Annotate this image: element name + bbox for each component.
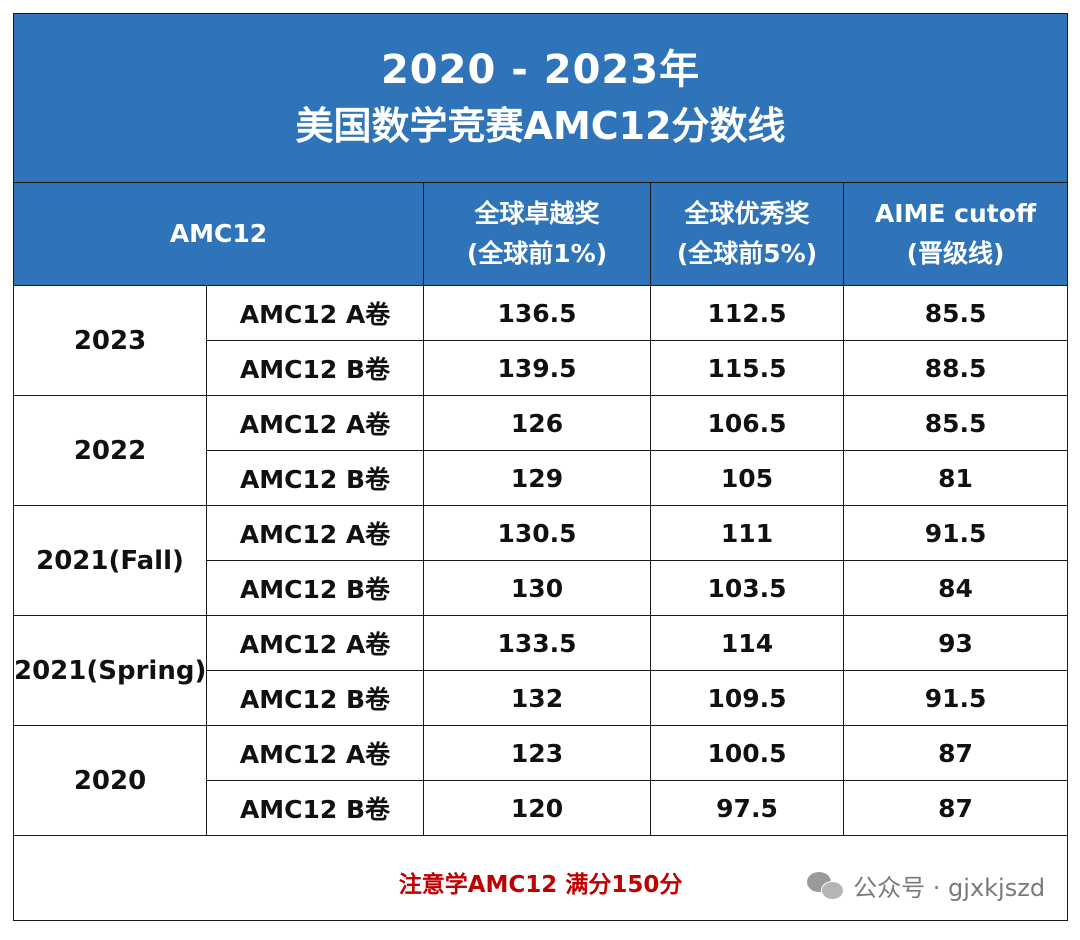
aime-cell: 88.5 [842,340,1069,396]
aime-cell: 93 [842,615,1069,671]
header-row: AMC12 全球卓越奖 (全球前1%) 全球优秀奖 (全球前5%) AIME c… [13,182,1069,286]
distinction-cell: 105 [650,450,844,506]
watermark-text: 公众号 · gjxkjszd [853,874,1046,902]
header-exam-label: AMC12 [169,219,268,248]
distinction-cell: 115.5 [650,340,844,396]
aime-cell: 91.5 [842,505,1069,561]
paper-cell: AMC12 A卷 [206,505,424,561]
table-title: 2020 - 2023年 美国数学竞赛AMC12分数线 [12,13,1069,183]
paper-cell: AMC12 B卷 [206,780,424,836]
distinction-cell: 100.5 [650,725,844,781]
table-row: 2021(Fall) AMC12 A卷 130.5 111 91.5 [13,505,1069,616]
excellence-cell: 139.5 [423,340,651,396]
distinction-cell: 114 [650,615,844,671]
paper-cell: AMC12 B卷 [206,450,424,506]
excellence-cell: 120 [423,780,651,836]
table-row: AMC12 B卷 132 109.5 91.5 [14,670,1069,726]
aime-cell: 81 [842,450,1069,506]
distinction-cell: 97.5 [650,780,844,836]
distinction-cell: 109.5 [650,670,844,726]
excellence-cell: 130 [423,560,651,616]
header-aime: AIME cutoff (晋级线) [842,182,1069,286]
paper-cell: AMC12 B卷 [206,340,424,396]
aime-cell: 91.5 [842,670,1069,726]
amc12-cutoff-table: 2020 - 2023年 美国数学竞赛AMC12分数线 AMC12 全球卓越奖 … [12,13,1069,921]
distinction-cell: 112.5 [650,285,844,341]
aime-cell: 87 [842,780,1069,836]
full-score-note: 注意学AMC12 满分150分 [398,872,683,898]
title-line-1: 2020 - 2023年 [380,47,701,93]
table-row: 2020 AMC12 A卷 123 100.5 87 [13,725,1069,836]
table-row: AMC12 B卷 120 97.5 87 [14,780,1069,836]
table-row: AMC12 B卷 129 105 81 [14,450,1069,506]
aime-cell: 87 [842,725,1069,781]
note-row: 注意学AMC12 满分150分 公众号 · gjxkjszd [12,835,1069,921]
paper-cell: AMC12 B卷 [206,560,424,616]
excellence-cell: 129 [423,450,651,506]
distinction-cell: 111 [650,505,844,561]
year-cell: 2021(Spring) [13,615,207,726]
header-aime-label: AIME cutoff [874,199,1037,228]
score-table-frame: 2020 - 2023年 美国数学竞赛AMC12分数线 AMC12 全球卓越奖 … [12,13,1069,927]
table-row: 2023 AMC12 A卷 136.5 112.5 85.5 [13,285,1069,396]
year-cell: 2020 [13,725,207,836]
note-cell: 注意学AMC12 满分150分 公众号 · gjxkjszd [12,835,1069,921]
year-cell: 2021(Fall) [13,505,207,616]
header-distinction: 全球优秀奖 (全球前5%) [650,182,844,286]
aime-cell: 85.5 [842,395,1069,451]
paper-cell: AMC12 A卷 [206,725,424,781]
distinction-cell: 106.5 [650,395,844,451]
table-row: 2021(Spring) AMC12 A卷 133.5 114 93 [13,615,1069,726]
header-excellence-sub: (全球前1%) [466,239,608,268]
wechat-icon [807,871,845,900]
excellence-cell: 130.5 [423,505,651,561]
excellence-cell: 126 [423,395,651,451]
aime-cell: 85.5 [842,285,1069,341]
header-excellence: 全球卓越奖 (全球前1%) [423,182,651,286]
excellence-cell: 136.5 [423,285,651,341]
excellence-cell: 123 [423,725,651,781]
watermark: 公众号 · gjxkjszd [807,868,1045,903]
paper-cell: AMC12 B卷 [206,670,424,726]
aime-cell: 84 [842,560,1069,616]
paper-cell: AMC12 A卷 [206,395,424,451]
paper-cell: AMC12 A卷 [206,615,424,671]
table-row: AMC12 B卷 130 103.5 84 [14,560,1069,616]
header-distinction-label: 全球优秀奖 [684,199,810,228]
year-cell: 2022 [13,395,207,506]
year-cell: 2023 [13,285,207,396]
title-row: 2020 - 2023年 美国数学竞赛AMC12分数线 [12,13,1069,183]
distinction-cell: 103.5 [650,560,844,616]
table-row: 2022 AMC12 A卷 126 106.5 85.5 [13,395,1069,506]
title-line-2: 美国数学竞赛AMC12分数线 [295,104,786,148]
excellence-cell: 132 [423,670,651,726]
header-excellence-label: 全球卓越奖 [474,199,600,228]
excellence-cell: 133.5 [423,615,651,671]
header-aime-sub: (晋级线) [906,239,1005,268]
header-distinction-sub: (全球前5%) [676,239,818,268]
paper-cell: AMC12 A卷 [206,285,424,341]
header-exam: AMC12 [13,182,424,286]
